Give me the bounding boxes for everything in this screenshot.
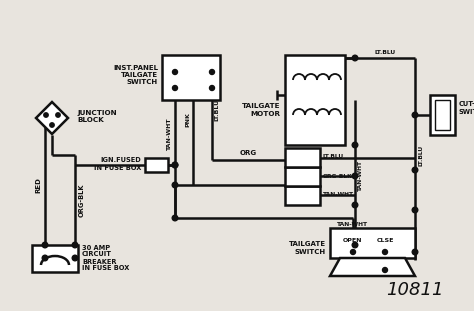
Circle shape (172, 162, 178, 168)
Circle shape (352, 202, 358, 208)
Circle shape (50, 123, 54, 127)
Text: INST.PANEL
TAILGATE
SWITCH: INST.PANEL TAILGATE SWITCH (113, 65, 158, 85)
Bar (145, 158, 168, 172)
Circle shape (42, 255, 48, 261)
Polygon shape (36, 102, 68, 134)
Circle shape (72, 255, 78, 261)
Text: LT.BLU: LT.BLU (323, 155, 344, 160)
Text: TAILGATE
MOTOR: TAILGATE MOTOR (241, 104, 280, 117)
Bar (330, 228, 415, 258)
Bar (435, 100, 450, 130)
Circle shape (56, 113, 60, 117)
Circle shape (210, 69, 215, 75)
Bar (285, 167, 320, 186)
Text: 30 AMP
CIRCUIT
BREAKER
IN FUSE BOX: 30 AMP CIRCUIT BREAKER IN FUSE BOX (82, 244, 129, 272)
Text: JUNCTION
BLOCK: JUNCTION BLOCK (77, 109, 117, 123)
Circle shape (44, 113, 48, 117)
Circle shape (352, 55, 358, 61)
Text: TAN-WHT: TAN-WHT (357, 160, 363, 191)
Text: LT.BLU: LT.BLU (215, 99, 219, 121)
Circle shape (173, 69, 177, 75)
Text: CLSE: CLSE (376, 238, 394, 243)
Text: PNK: PNK (185, 113, 191, 128)
Circle shape (352, 173, 358, 179)
Text: RED: RED (35, 177, 41, 193)
Bar (285, 55, 345, 145)
Text: OPEN: OPEN (343, 238, 363, 243)
Text: TAN-WHT: TAN-WHT (167, 119, 173, 151)
Polygon shape (330, 258, 415, 276)
Bar (162, 55, 220, 100)
Circle shape (412, 249, 418, 255)
Circle shape (383, 249, 388, 254)
Text: TAN-WHT: TAN-WHT (323, 193, 354, 197)
Text: ORG-BLK: ORG-BLK (323, 174, 353, 179)
Bar (285, 186, 320, 205)
Circle shape (383, 267, 388, 272)
Bar (285, 148, 320, 167)
Text: ORG-BLK: ORG-BLK (79, 183, 85, 217)
Circle shape (210, 86, 215, 91)
Text: TAN-WHT: TAN-WHT (337, 222, 369, 228)
Circle shape (172, 162, 178, 168)
Text: TAILGATE
SWITCH: TAILGATE SWITCH (289, 242, 326, 254)
Circle shape (172, 182, 178, 188)
Text: CUT-OUT
SWITCH: CUT-OUT SWITCH (459, 101, 474, 114)
Circle shape (173, 86, 177, 91)
Circle shape (172, 215, 178, 221)
Text: LT.BLU: LT.BLU (419, 144, 423, 165)
Circle shape (352, 142, 358, 148)
Circle shape (412, 112, 418, 118)
Circle shape (412, 167, 418, 173)
Bar (430, 95, 455, 135)
Text: 10811: 10811 (386, 281, 444, 299)
Circle shape (42, 242, 48, 248)
Circle shape (412, 207, 418, 213)
Text: ORG: ORG (239, 150, 256, 156)
Text: LT.BLU: LT.BLU (374, 49, 396, 54)
Circle shape (352, 242, 358, 248)
Text: IGN.FUSED
IN FUSE BOX: IGN.FUSED IN FUSE BOX (94, 157, 141, 170)
Bar (32, 245, 78, 272)
Circle shape (72, 242, 78, 248)
Circle shape (350, 249, 356, 254)
